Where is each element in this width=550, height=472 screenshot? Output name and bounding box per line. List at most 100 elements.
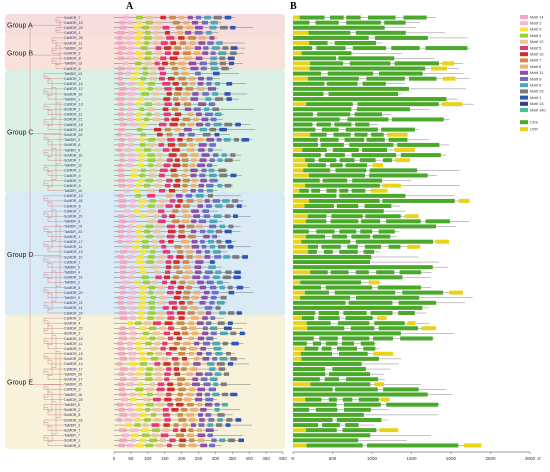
cds-block (305, 158, 315, 163)
motif-box (156, 20, 162, 25)
motif-box (186, 285, 192, 290)
motif-box (226, 97, 232, 101)
motif-box (127, 255, 134, 259)
motif-box (225, 423, 231, 427)
motif-box (184, 270, 193, 275)
motif-box (218, 51, 227, 56)
cds-block (326, 188, 337, 193)
motif-box (195, 194, 204, 198)
motif-box (147, 255, 155, 259)
motif-box (150, 250, 156, 254)
cds-block (293, 392, 428, 397)
motif-box (190, 188, 196, 193)
motif-box (167, 387, 175, 392)
cds-block (320, 137, 339, 142)
cds-block (293, 25, 385, 30)
motif-box (205, 428, 214, 432)
gene-label: TaMDR_15 (64, 383, 82, 387)
motif-box (198, 41, 206, 45)
motif-box (190, 423, 196, 427)
motif-box (145, 51, 152, 56)
legend: Motif 14 Motif 2 Motif 3 Motif 4 Motif 12 Mot… (520, 15, 546, 132)
cds-block (359, 158, 376, 163)
cds-block (293, 285, 322, 290)
cds-block (332, 234, 347, 239)
cds-block (339, 249, 358, 254)
motif-box (186, 413, 194, 417)
utr-block (293, 66, 310, 71)
gene-label: CsMDR_17 (64, 240, 83, 244)
motif-box (184, 31, 192, 35)
motif-box (150, 265, 159, 269)
cds-block (293, 387, 333, 392)
motif-box (136, 255, 144, 259)
cds-block (383, 387, 419, 392)
cds-block (362, 147, 388, 152)
cds-block (325, 285, 373, 290)
motif-box (130, 377, 138, 382)
motif-box (133, 280, 141, 285)
legend-swatch (520, 15, 528, 19)
motif-box (154, 61, 160, 66)
motif-box (116, 97, 125, 101)
motif-box (156, 387, 165, 392)
motif-box (202, 357, 210, 361)
gene-label: ScMDR_16 (64, 153, 82, 157)
motif-box (162, 280, 168, 285)
cds-block (307, 326, 345, 331)
motif-box (193, 357, 200, 361)
utr-block (293, 428, 306, 433)
motif-box (164, 397, 172, 402)
motif-box (162, 61, 168, 66)
motif-box (169, 346, 177, 351)
motif-box (160, 56, 167, 61)
motif-box (127, 81, 135, 86)
motif-box (227, 244, 234, 249)
motif-box (146, 112, 152, 117)
gene-label: ScMDR_20 (64, 133, 82, 137)
motif-box (142, 244, 150, 249)
gene-label: ScMDR_1 (64, 235, 80, 239)
motif-box (139, 138, 145, 142)
utr-block (293, 290, 305, 295)
motif-box (172, 219, 180, 224)
motif-box (183, 265, 191, 269)
motif-box (205, 122, 211, 127)
cds-block (301, 316, 315, 321)
motif-box (166, 234, 175, 239)
motif-box (152, 56, 158, 61)
cds-block (346, 15, 361, 20)
motif-box (182, 423, 188, 427)
motif-box (128, 158, 136, 162)
gene-label: CsMDR_21 (64, 301, 83, 305)
motif-box (158, 143, 164, 147)
motif-box (164, 117, 170, 122)
motif-box (136, 127, 143, 132)
motif-box (138, 306, 146, 310)
motif-box (206, 81, 212, 86)
motif-box (127, 117, 134, 122)
axis-b-tick-label: 2500 (485, 456, 496, 461)
motif-box (185, 250, 194, 254)
gene-label: ScMDR_2 (64, 108, 80, 112)
motif-box (118, 199, 127, 203)
utr-block (293, 346, 305, 351)
motif-box (150, 66, 157, 71)
cds-block (336, 346, 358, 351)
motif-box (148, 173, 157, 178)
motif-box (156, 392, 164, 397)
motif-box (228, 61, 235, 66)
motif-box (167, 255, 173, 259)
motif-box (163, 331, 171, 336)
motif-box (180, 239, 190, 244)
gene-label: CsMDR_22 (64, 311, 83, 315)
motif-box (149, 199, 157, 203)
motif-box (144, 102, 152, 106)
motif-box (195, 25, 203, 30)
gene-label: ScMDR_8 (64, 286, 80, 290)
motif-box (118, 87, 127, 91)
motif-box (135, 387, 144, 392)
utr-block (293, 244, 308, 249)
motif-box (211, 46, 220, 50)
motif-box (156, 316, 164, 320)
